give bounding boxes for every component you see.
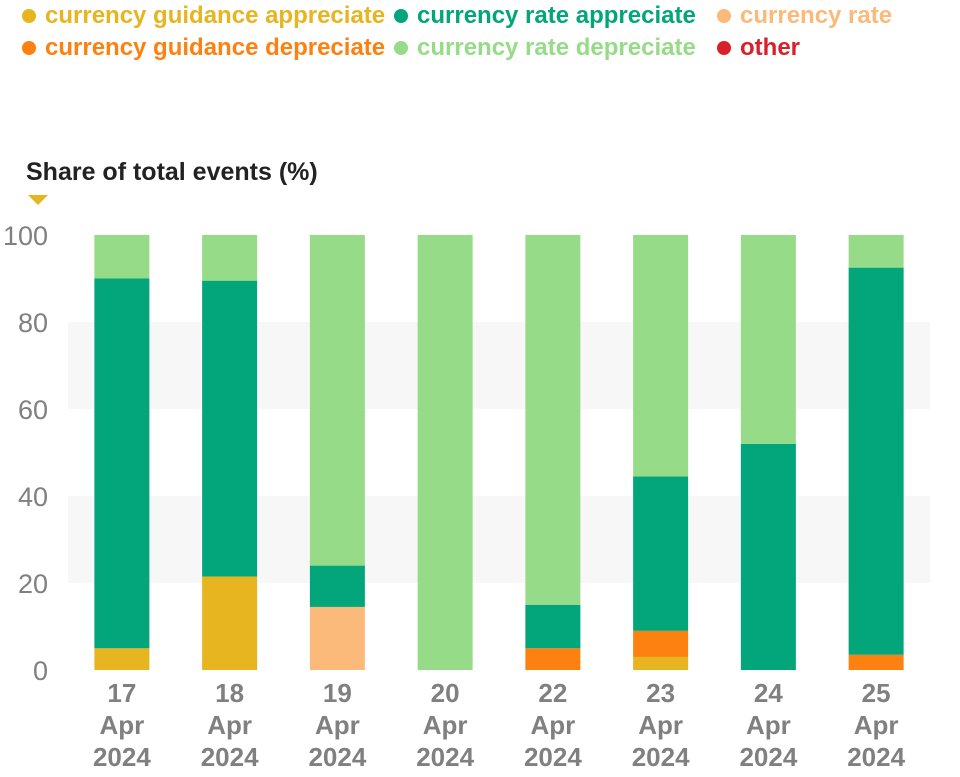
x-tick-label: 20 bbox=[431, 678, 460, 708]
bar-segment bbox=[633, 476, 689, 631]
legend-label: currency rate bbox=[740, 2, 893, 29]
x-tick-label: 18 bbox=[215, 678, 244, 708]
grid-band bbox=[68, 496, 930, 583]
bar-segment bbox=[309, 235, 365, 566]
x-tick-label: 2024 bbox=[632, 742, 690, 772]
legend-marker bbox=[717, 41, 731, 55]
x-tick-label: 2024 bbox=[308, 742, 366, 772]
bar-segment bbox=[202, 235, 258, 281]
legend-marker bbox=[22, 9, 36, 23]
bar-segment bbox=[309, 565, 365, 607]
y-tick-label: 80 bbox=[18, 308, 48, 338]
x-tick-label: Apr bbox=[99, 710, 144, 740]
legend-item: other bbox=[717, 34, 800, 62]
x-tick-label: 19 bbox=[323, 678, 352, 708]
legend-label: currency guidance depreciate bbox=[45, 34, 386, 61]
y-axis-title-marker bbox=[28, 195, 48, 205]
legend-marker bbox=[394, 41, 408, 55]
x-tick-label: 24 bbox=[754, 678, 783, 708]
x-tick-label: 22 bbox=[538, 678, 567, 708]
y-tick-label: 100 bbox=[3, 221, 48, 251]
legend-label: other bbox=[740, 34, 800, 61]
y-tick-label: 0 bbox=[33, 656, 48, 686]
x-tick-label: 23 bbox=[646, 678, 675, 708]
x-tick-label: 2024 bbox=[416, 742, 474, 772]
legend-label: currency rate appreciate bbox=[417, 2, 696, 29]
bar-segment bbox=[94, 648, 150, 670]
bar-segment bbox=[525, 648, 581, 670]
grid-band bbox=[68, 322, 930, 409]
bar-segment bbox=[202, 576, 258, 670]
bar-segment bbox=[309, 606, 365, 670]
x-tick-label: Apr bbox=[854, 710, 899, 740]
x-tick-label: 2024 bbox=[739, 742, 797, 772]
y-tick-label: 40 bbox=[18, 482, 48, 512]
bar-segment bbox=[740, 235, 796, 444]
x-tick-label: Apr bbox=[530, 710, 575, 740]
bar-segment bbox=[633, 630, 689, 657]
bar-segment bbox=[417, 235, 473, 670]
x-tick-label: Apr bbox=[423, 710, 468, 740]
legend-item: currency rate appreciate bbox=[394, 2, 696, 30]
bar-segment bbox=[525, 235, 581, 605]
x-tick-label: 2024 bbox=[93, 742, 151, 772]
legend-marker bbox=[22, 41, 36, 55]
legend-item: currency rate bbox=[717, 2, 892, 30]
bar-segment bbox=[848, 267, 904, 655]
bar-segment bbox=[633, 235, 689, 477]
bar-segment bbox=[94, 278, 150, 649]
bar-segment bbox=[848, 235, 904, 268]
legend-label: currency guidance appreciate bbox=[45, 2, 386, 29]
legend-label: currency rate depreciate bbox=[417, 34, 696, 61]
x-tick-label: 2024 bbox=[847, 742, 905, 772]
bar-segment bbox=[848, 654, 904, 670]
x-tick-label: 2024 bbox=[524, 742, 582, 772]
x-tick-label: 17 bbox=[107, 678, 136, 708]
x-tick-label: Apr bbox=[638, 710, 683, 740]
bar-segment bbox=[525, 604, 581, 649]
bar-segment bbox=[94, 235, 150, 279]
legend-item: currency guidance appreciate bbox=[22, 2, 385, 30]
x-tick-label: Apr bbox=[315, 710, 360, 740]
y-tick-label: 60 bbox=[18, 395, 48, 425]
x-tick-label: 2024 bbox=[201, 742, 259, 772]
y-tick-label: 20 bbox=[18, 569, 48, 599]
legend-marker bbox=[717, 9, 731, 23]
bar-segment bbox=[202, 280, 258, 577]
legend-item: currency rate depreciate bbox=[394, 34, 696, 62]
x-tick-label: Apr bbox=[746, 710, 791, 740]
x-tick-label: Apr bbox=[207, 710, 252, 740]
bar-segment bbox=[740, 443, 796, 670]
legend-marker bbox=[394, 9, 408, 23]
legend-item: currency guidance depreciate bbox=[22, 34, 385, 62]
x-tick-label: 25 bbox=[862, 678, 891, 708]
bar-segment bbox=[633, 656, 689, 670]
y-axis-title: Share of total events (%) bbox=[26, 158, 318, 186]
